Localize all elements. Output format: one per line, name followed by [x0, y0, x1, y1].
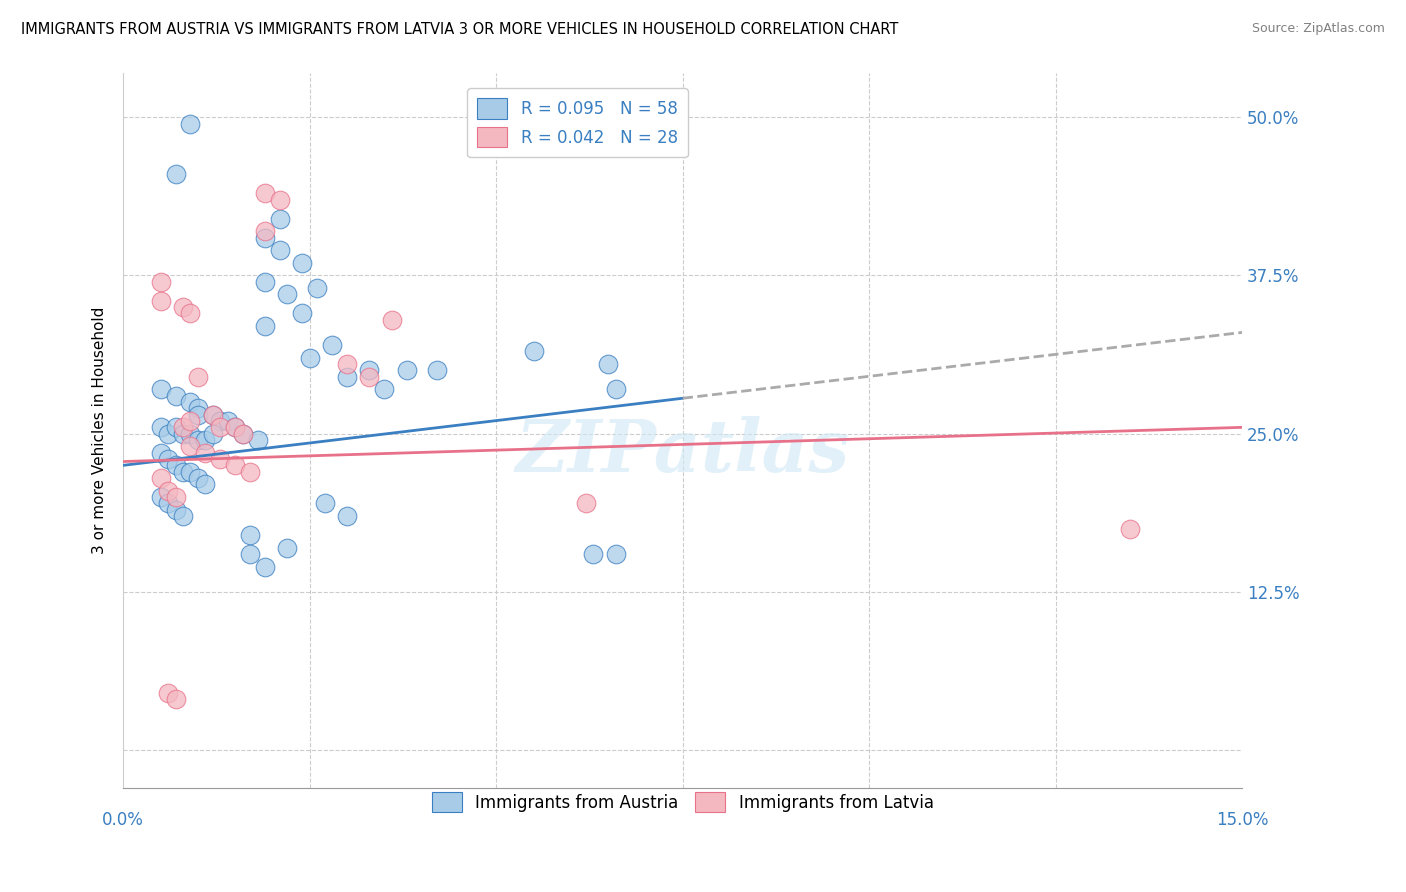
Point	[157, 452, 180, 467]
Point	[201, 426, 224, 441]
Point	[165, 167, 187, 181]
Point	[575, 496, 598, 510]
Point	[381, 312, 404, 326]
Point	[165, 692, 187, 706]
Point	[172, 300, 194, 314]
Point	[201, 408, 224, 422]
Point	[179, 117, 201, 131]
Point	[1119, 522, 1142, 536]
Point	[157, 496, 180, 510]
Point	[194, 433, 217, 447]
Point	[298, 351, 321, 365]
Point	[179, 465, 201, 479]
Point	[359, 363, 381, 377]
Point	[179, 306, 201, 320]
Point	[149, 490, 172, 504]
Point	[187, 433, 209, 447]
Point	[276, 287, 298, 301]
Point	[232, 426, 254, 441]
Point	[149, 445, 172, 459]
Point	[291, 306, 314, 320]
Point	[522, 344, 544, 359]
Text: 0.0%: 0.0%	[103, 811, 145, 829]
Point	[149, 471, 172, 485]
Point	[253, 559, 276, 574]
Point	[253, 275, 276, 289]
Point	[291, 256, 314, 270]
Point	[605, 547, 627, 561]
Point	[373, 383, 395, 397]
Point	[359, 369, 381, 384]
Point	[336, 508, 359, 523]
Point	[179, 395, 201, 409]
Point	[149, 420, 172, 434]
Point	[269, 193, 291, 207]
Point	[165, 389, 187, 403]
Legend: Immigrants from Austria, Immigrants from Latvia: Immigrants from Austria, Immigrants from…	[425, 785, 941, 819]
Point	[187, 369, 209, 384]
Point	[149, 383, 172, 397]
Point	[209, 420, 232, 434]
Point	[314, 496, 336, 510]
Text: Source: ZipAtlas.com: Source: ZipAtlas.com	[1251, 22, 1385, 36]
Point	[187, 408, 209, 422]
Point	[232, 426, 254, 441]
Point	[253, 230, 276, 244]
Point	[269, 243, 291, 257]
Point	[336, 357, 359, 371]
Point	[239, 528, 262, 542]
Point	[224, 458, 246, 473]
Point	[395, 363, 418, 377]
Point	[187, 471, 209, 485]
Point	[179, 426, 201, 441]
Point	[307, 281, 329, 295]
Point	[276, 541, 298, 555]
Point	[224, 420, 246, 434]
Y-axis label: 3 or more Vehicles in Household: 3 or more Vehicles in Household	[93, 307, 107, 554]
Point	[149, 275, 172, 289]
Point	[165, 458, 187, 473]
Point	[598, 357, 620, 371]
Point	[165, 502, 187, 516]
Point	[157, 686, 180, 700]
Point	[582, 547, 605, 561]
Point	[179, 414, 201, 428]
Text: ZIPatlas: ZIPatlas	[516, 417, 849, 487]
Point	[269, 211, 291, 226]
Text: IMMIGRANTS FROM AUSTRIA VS IMMIGRANTS FROM LATVIA 3 OR MORE VEHICLES IN HOUSEHOL: IMMIGRANTS FROM AUSTRIA VS IMMIGRANTS FR…	[21, 22, 898, 37]
Point	[194, 445, 217, 459]
Point	[172, 465, 194, 479]
Point	[157, 483, 180, 498]
Point	[253, 224, 276, 238]
Point	[253, 186, 276, 201]
Point	[149, 293, 172, 308]
Point	[165, 490, 187, 504]
Point	[239, 547, 262, 561]
Point	[194, 477, 217, 491]
Point	[201, 408, 224, 422]
Point	[224, 420, 246, 434]
Point	[246, 433, 269, 447]
Point	[217, 414, 239, 428]
Point	[157, 426, 180, 441]
Point	[209, 414, 232, 428]
Point	[179, 439, 201, 453]
Point	[426, 363, 449, 377]
Point	[336, 369, 359, 384]
Point	[253, 319, 276, 334]
Point	[165, 420, 187, 434]
Text: 15.0%: 15.0%	[1216, 811, 1268, 829]
Point	[209, 452, 232, 467]
Point	[605, 383, 627, 397]
Point	[172, 420, 194, 434]
Point	[187, 401, 209, 416]
Point	[172, 508, 194, 523]
Point	[239, 465, 262, 479]
Point	[321, 338, 343, 352]
Point	[172, 426, 194, 441]
